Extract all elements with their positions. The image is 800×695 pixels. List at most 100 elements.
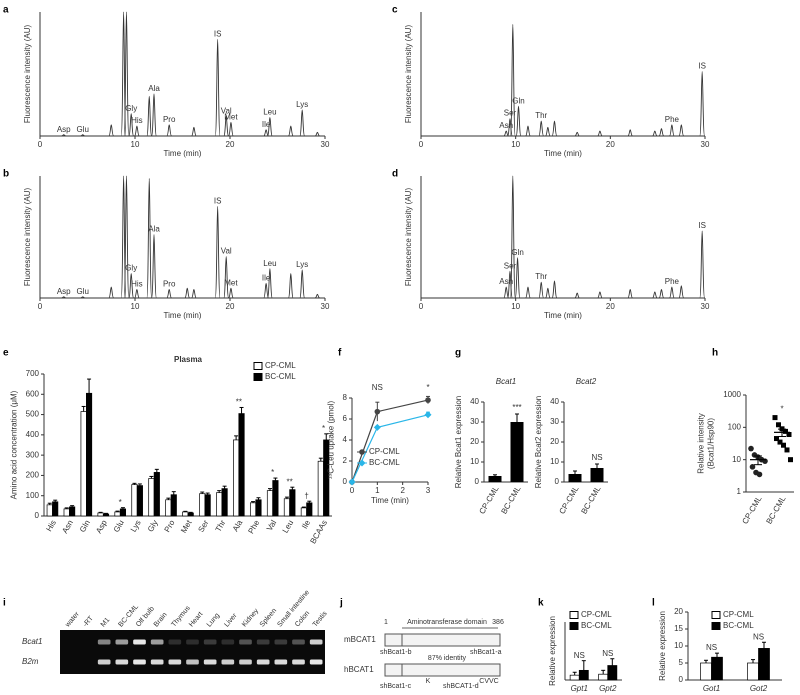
marker (774, 436, 779, 442)
x-tick-label: Got1 (703, 684, 720, 693)
peak (314, 293, 320, 299)
peak-label: His (131, 116, 143, 125)
y-tick-label: 15 (674, 624, 683, 633)
bar (249, 502, 257, 517)
legend-label: BC-CML (581, 621, 612, 630)
marker (776, 422, 781, 428)
band (186, 659, 199, 665)
marker (348, 478, 356, 486)
x-tick-label: BC-CML (764, 494, 787, 526)
bar (300, 507, 307, 517)
x-tick-label: 20 (226, 140, 235, 149)
peak-label: Gly (125, 264, 137, 273)
peak-label: Ala (148, 84, 160, 93)
peak (223, 115, 230, 137)
legend-swatch (253, 373, 263, 381)
peak (699, 230, 706, 299)
bar (488, 476, 502, 482)
y-tick-label: 1000 (723, 390, 741, 399)
bar (711, 656, 723, 681)
peak-label: Val (221, 106, 232, 115)
x-tick-label: Phe (246, 518, 261, 535)
band (150, 639, 164, 645)
protein-box (384, 663, 501, 677)
peak (678, 124, 685, 137)
y-axis-label: Fluorescence intensity (AU) (404, 25, 413, 124)
y-tick-label: 600 (26, 389, 40, 398)
peak-label: Asp (57, 287, 71, 296)
peak (191, 289, 197, 299)
peak-label: Thr (535, 111, 547, 120)
bar (289, 489, 296, 517)
peak-label: Ile (262, 273, 271, 282)
peak (525, 125, 531, 137)
x-tick-label: 10 (131, 302, 140, 311)
motif: K (426, 678, 431, 685)
peak (123, 11, 130, 137)
panel-letter: g (455, 348, 461, 359)
bar (233, 439, 240, 517)
marker (781, 442, 786, 448)
x-tick-label: 20 (226, 302, 235, 311)
peak (128, 113, 135, 137)
bar (148, 478, 155, 517)
peak (545, 287, 551, 299)
peak (597, 291, 603, 299)
lane-label: -RT (82, 615, 95, 629)
x-axis-label: Time (min) (371, 496, 409, 505)
legend-swatch (569, 622, 579, 630)
bar (255, 499, 262, 517)
band (256, 659, 270, 665)
marker (772, 415, 778, 421)
peak (287, 125, 294, 137)
y-tick-label: 200 (26, 471, 40, 480)
peak (597, 130, 603, 137)
peak-label: Gly (125, 104, 137, 113)
peak-label: Gln (511, 248, 523, 257)
band (309, 639, 323, 645)
bar (216, 492, 223, 517)
panel-letter: i (3, 598, 6, 609)
domain-label: Aminotransferase domain (407, 619, 487, 626)
band (274, 639, 288, 645)
bar (747, 662, 759, 681)
x-tick-label: BC-CML (579, 484, 602, 516)
row-label: B2m (22, 657, 39, 666)
panel-letter: f (338, 348, 342, 359)
x-tick-label: 30 (701, 302, 710, 311)
peak (545, 126, 551, 137)
y-tick-label: 4 (343, 435, 348, 444)
marker (358, 459, 366, 467)
identity-label: 87% identity (428, 655, 467, 662)
x-tick-label: Met (179, 518, 194, 535)
peak (538, 120, 545, 137)
peak (507, 270, 513, 299)
peak (263, 282, 269, 299)
peak-label: IS (698, 221, 706, 230)
x-axis-label: Time (min) (164, 149, 202, 158)
x-tick-label: Ala (231, 518, 245, 533)
y-tick-label: 10 (550, 457, 559, 466)
peak (267, 116, 273, 137)
x-tick-label: 30 (701, 140, 710, 149)
peak (80, 296, 86, 299)
peak (267, 268, 273, 299)
peak (503, 130, 509, 137)
band (239, 659, 252, 665)
x-tick-label: Val (265, 518, 278, 532)
peak (538, 281, 545, 299)
significance: NS (574, 651, 585, 660)
x-tick-label: 30 (321, 302, 330, 311)
motif: CVVC (479, 678, 498, 685)
y-axis-label: ¹³C-Leu uptake (pmol) (327, 401, 336, 480)
peak (123, 175, 130, 299)
band (186, 639, 199, 645)
lane-label: Brain (153, 611, 169, 628)
peak-label: Gln (512, 96, 524, 105)
peak (61, 134, 67, 137)
peak-label: Glu (77, 287, 89, 296)
protein-diagram: j 1 Aminotransferase domain 386 mBCAT1 s… (339, 598, 504, 690)
peak (509, 23, 516, 137)
bar (568, 474, 582, 482)
significance: NS (372, 383, 383, 392)
